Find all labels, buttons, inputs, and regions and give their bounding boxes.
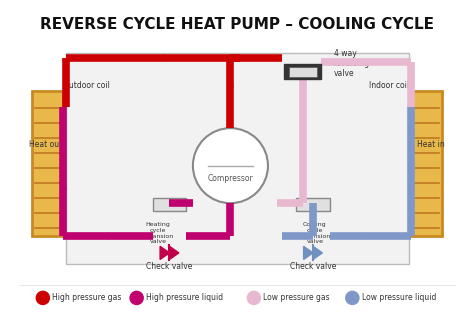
Text: Heat out: Heat out [29,140,62,149]
Bar [66,53,409,264]
Polygon shape [303,246,313,259]
Text: Cooling
cycle
expansion
valve: Cooling cycle expansion valve [299,222,331,244]
Text: Check valve: Check valve [290,262,336,271]
Polygon shape [313,246,322,259]
Text: Low pressure gas: Low pressure gas [263,293,330,302]
Bar [284,65,321,79]
Circle shape [247,291,260,305]
Text: Heat in: Heat in [417,140,444,149]
Bar [410,91,442,236]
Circle shape [346,291,359,305]
Text: Check valve: Check valve [146,262,192,271]
Text: REVERSE CYCLE HEAT PUMP – COOLING CYCLE: REVERSE CYCLE HEAT PUMP – COOLING CYCLE [40,17,434,32]
Text: Heating
cycle
expansion
valve: Heating cycle expansion valve [142,222,174,244]
Text: High pressure liquid: High pressure liquid [146,293,223,302]
Text: Low pressure liquid: Low pressure liquid [362,293,436,302]
Polygon shape [160,246,170,259]
Text: Outdoor coil: Outdoor coil [64,82,110,91]
Circle shape [130,291,143,305]
Circle shape [193,128,268,203]
Bar [289,67,317,76]
Bar [32,91,64,236]
Text: Compressor: Compressor [208,174,253,183]
Circle shape [36,291,49,305]
Text: High pressure gas: High pressure gas [52,293,122,302]
Bar [153,197,186,211]
Bar [296,197,330,211]
Text: 4 way
reversing
valve: 4 way reversing valve [334,48,370,78]
Polygon shape [170,246,179,259]
Text: Indoor coil: Indoor coil [368,82,409,91]
